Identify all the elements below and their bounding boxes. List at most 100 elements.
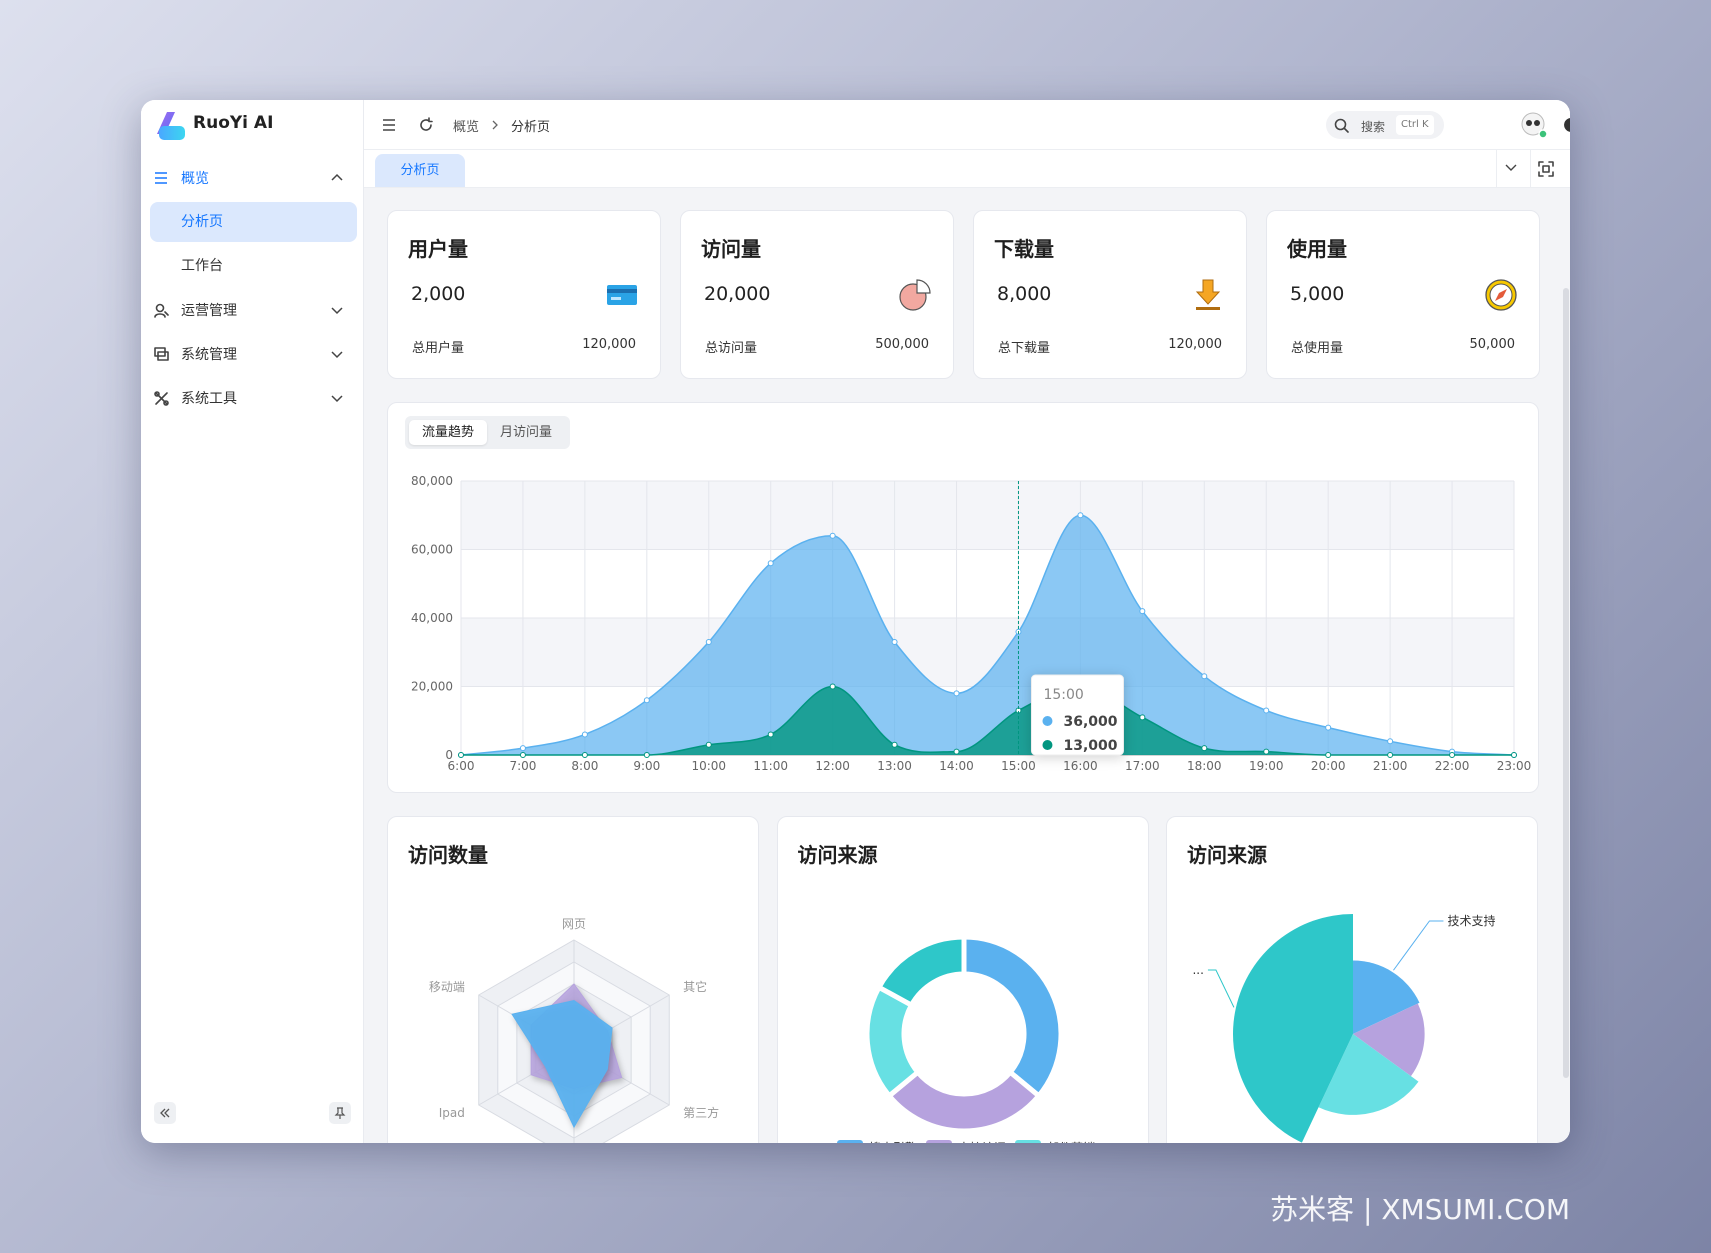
menu-icon (154, 303, 169, 318)
search-box[interactable]: 搜索 Ctrl K (1326, 111, 1444, 139)
y-tick-label: 20,000 (411, 680, 453, 694)
point (519, 745, 526, 752)
stat-title: 使用量 (1287, 237, 1347, 261)
point (1387, 738, 1394, 745)
tab-bar: 分析页 (364, 150, 1570, 188)
menu-icon (154, 391, 169, 406)
x-tick-label: 13:00 (877, 759, 912, 773)
radar-indicator: 移动端 (429, 980, 465, 994)
chart-title: 访问来源 (1187, 843, 1267, 867)
radar-indicator: Ipad (439, 1106, 465, 1120)
brand-logo (157, 112, 185, 140)
chevron (331, 307, 343, 315)
chevron (331, 351, 343, 359)
stat-value: 5,000 (1290, 283, 1345, 305)
chart-card: 访问数量 网页 其它 第三方 客户端 Ipad 移动端 (387, 816, 759, 1143)
menu-toggle[interactable] (382, 118, 396, 132)
point (1449, 752, 1456, 758)
x-tick-label: 14:00 (939, 759, 974, 773)
tab-dropdown[interactable] (1504, 162, 1518, 174)
point (829, 532, 836, 539)
refresh-button[interactable] (418, 117, 434, 133)
trend-chart: 6:00 7:00 8:00 9:00 10:00 11:00 12:00 13:00 14:0… (411, 474, 1531, 773)
stat-total-label: 总访问量 (705, 341, 758, 356)
chart-title: 访问来源 (797, 843, 878, 867)
x-tick-label: 11:00 (753, 759, 788, 773)
stat-icon (1190, 277, 1226, 313)
label-line (1207, 969, 1235, 1008)
chart-card: 访问来源技术支持... (1166, 816, 1538, 1143)
chart-tabs: 流量趋势 月访问量 (405, 416, 570, 449)
x-tick-label: 8:00 (571, 759, 598, 773)
radar-indicator: 网页 (562, 917, 586, 931)
point (1511, 752, 1517, 758)
slice-label: ... (1192, 963, 1203, 977)
stat-icon (897, 277, 933, 313)
header: 概览 分析页 搜索 Ctrl K (364, 100, 1570, 150)
slice-label: 技术支持 (1447, 913, 1495, 928)
rose-segment (1353, 960, 1420, 1034)
menu-label: 系统工具 (181, 391, 237, 407)
point (519, 752, 526, 758)
point (581, 752, 588, 758)
radar-indicator: 其它 (683, 979, 707, 994)
legend-swatch (1014, 1140, 1041, 1143)
chart-tab[interactable]: 月访问量 (499, 425, 552, 440)
point (1201, 745, 1208, 752)
icon (334, 1107, 346, 1119)
stat-total-label: 总下载量 (998, 341, 1051, 356)
tooltip-marker (1042, 716, 1053, 726)
rose-segment (1233, 914, 1353, 1143)
point (1325, 724, 1332, 731)
point (1077, 512, 1084, 519)
y-tick-label: 60,000 (411, 543, 453, 557)
stat-total-label: 总用户量 (412, 341, 465, 356)
watermark: 苏米客 | XMSUMI.COM (1270, 1193, 1570, 1226)
area (461, 686, 1514, 755)
stat-card: 访问量 20,000 总访问量 500,000 (680, 210, 954, 379)
rose-chart: 技术支持... (1192, 913, 1495, 1143)
stat-value: 2,000 (411, 283, 466, 305)
menu-label: 运营管理 (181, 303, 237, 319)
stat-total: 120,000 (1168, 337, 1222, 352)
menu-label: 系统管理 (181, 347, 237, 363)
stat-title: 用户量 (408, 237, 468, 261)
stat-card: 使用量 5,000 总使用量 50,000 (1266, 210, 1540, 379)
stat-value: 20,000 (704, 283, 771, 305)
icon-pie (899, 279, 931, 311)
legend-label: 搜索引擎 (869, 1140, 917, 1143)
legend-swatch (836, 1140, 863, 1143)
chart-tab[interactable]: 流量趋势 (409, 420, 487, 445)
point (643, 752, 650, 758)
x-tick-label: 12:00 (815, 759, 850, 773)
theme-button[interactable] (1563, 117, 1570, 133)
x-tick-label: 19:00 (1249, 759, 1284, 773)
collapse-button[interactable] (154, 1102, 176, 1124)
point (891, 741, 898, 748)
app-window: RuoYi AI 概览 分析页 工作台 运营管理 系统管理 系统工具 (141, 100, 1570, 1143)
tooltip-title: 15:00 (1043, 687, 1083, 703)
stat-title: 下载量 (994, 237, 1054, 261)
tab[interactable]: 分析页 (375, 154, 465, 187)
rose-segment (1353, 1003, 1425, 1077)
pin-button[interactable] (329, 1102, 351, 1124)
scrollbar (1563, 288, 1569, 1078)
x-tick-label: 17:00 (1125, 759, 1160, 773)
menu-label: 概览 (181, 171, 209, 187)
stat-total-label: 总使用量 (1291, 341, 1344, 356)
icon-compass (1485, 279, 1517, 311)
avatar[interactable] (1520, 111, 1548, 139)
point (1325, 752, 1332, 758)
stat-total: 120,000 (582, 337, 636, 352)
x-tick-label: 6:00 (448, 759, 475, 773)
breadcrumb-separator (492, 120, 498, 130)
stat-title: 访问量 (701, 237, 761, 261)
tab-maximize[interactable] (1538, 161, 1554, 177)
sidebar: RuoYi AI 概览 分析页 工作台 运营管理 系统管理 系统工具 (141, 100, 364, 1143)
point (1139, 608, 1146, 615)
point (767, 560, 774, 567)
stat-card: 用户量 2,000 总用户量 120,000 (387, 210, 661, 379)
breadcrumb-item[interactable]: 概览 (453, 120, 480, 135)
tooltip-marker (1042, 740, 1053, 750)
x-tick-label: 16:00 (1063, 759, 1098, 773)
